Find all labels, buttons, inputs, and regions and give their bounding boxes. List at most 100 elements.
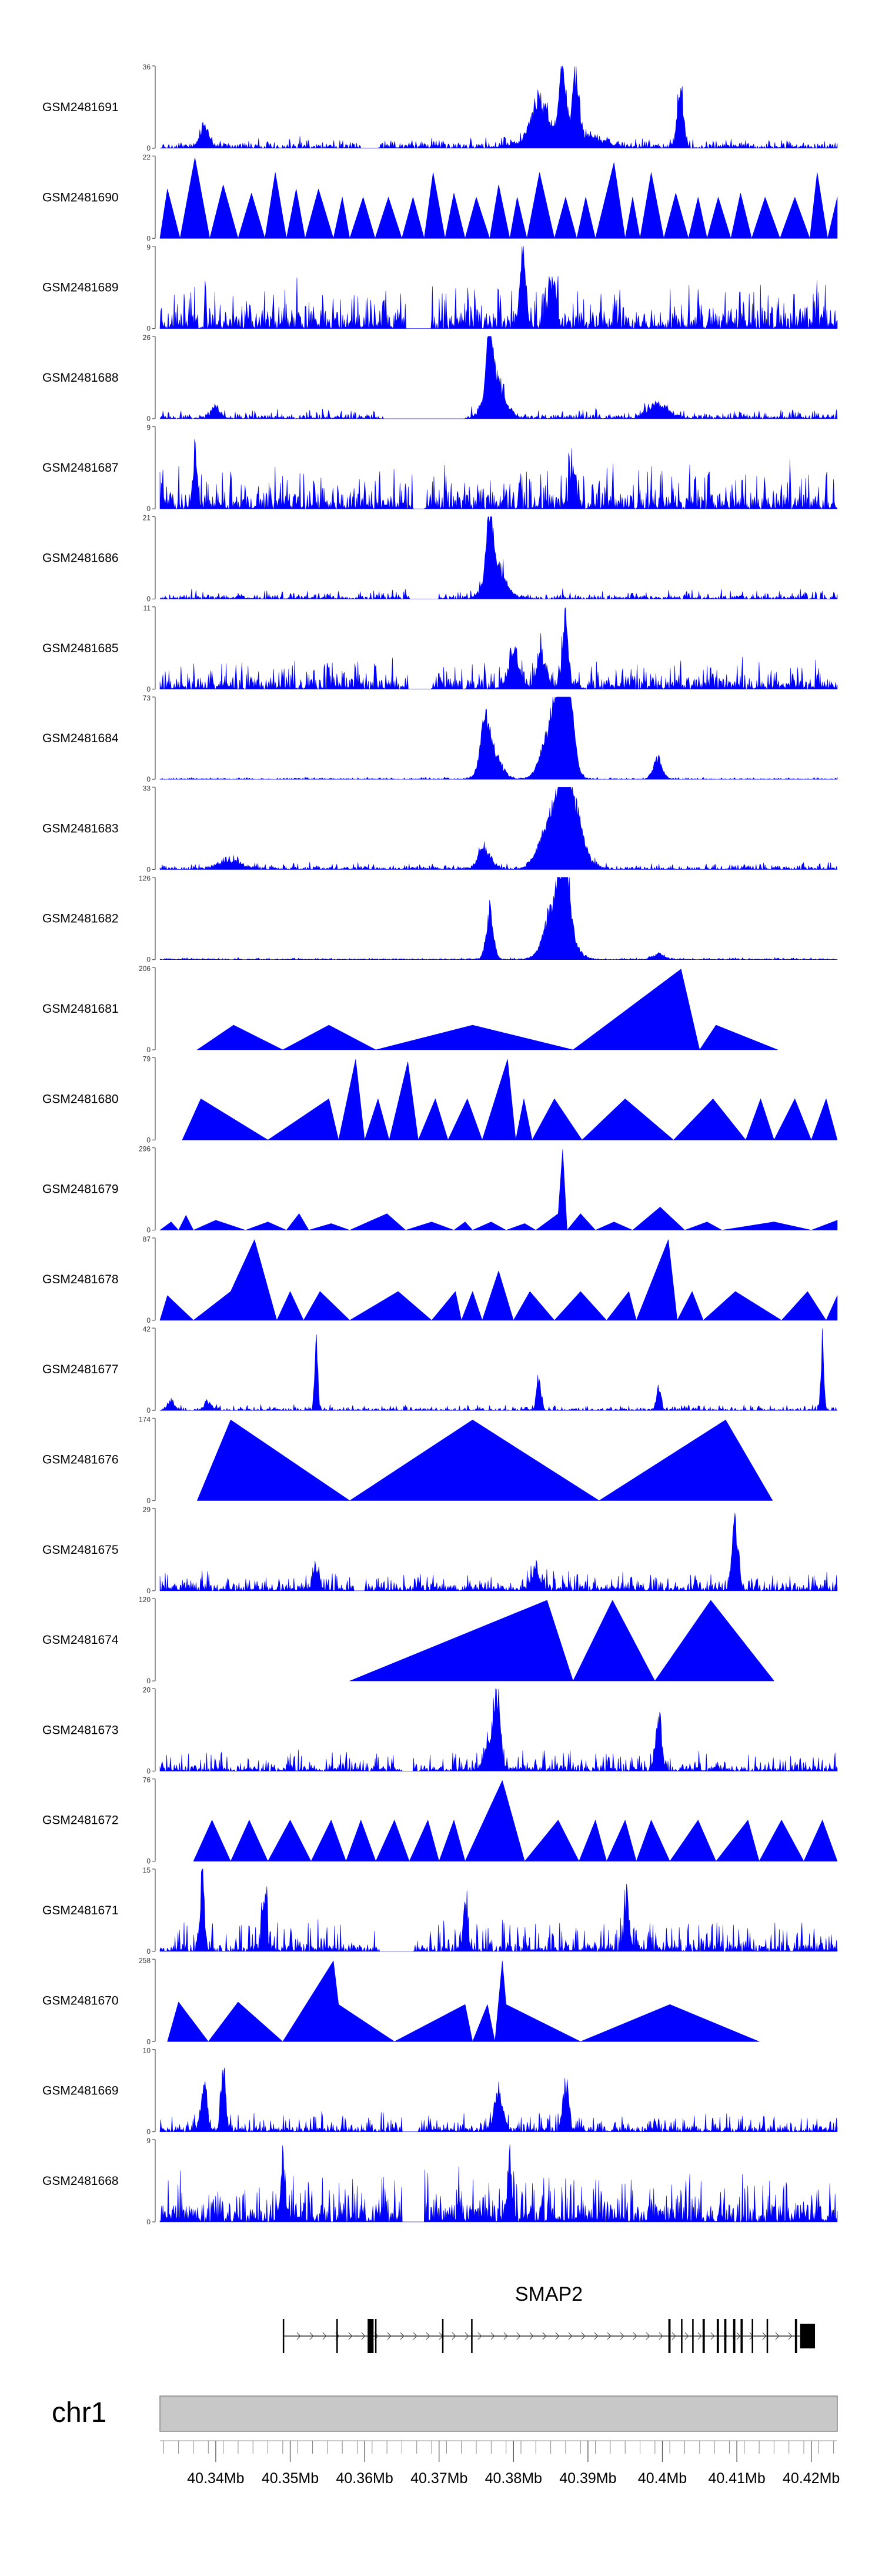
strand-chevron (490, 2332, 495, 2340)
track-GSM2481673: GSM2481673 20 0 (42, 1686, 838, 1775)
track-name-label: GSM2481678 (42, 1273, 119, 1286)
track-name-label: GSM2481675 (42, 1543, 119, 1557)
strand-chevron (348, 2332, 353, 2340)
track-GSM2481671: GSM2481671 15 0 (42, 1866, 838, 1956)
track-signal-area (159, 65, 838, 149)
track-ymin-label: 0 (146, 1226, 151, 1234)
track-signal-area (159, 1868, 838, 1952)
track-GSM2481672: GSM2481672 76 0 (42, 1776, 838, 1866)
gene-name-label: SMAP2 (515, 2283, 583, 2305)
strand-chevron (659, 2332, 663, 2340)
track-ymin-label: 0 (146, 1316, 151, 1324)
gene-exon (442, 2319, 444, 2353)
track-signal-area (159, 877, 838, 960)
track-GSM2481676: GSM2481676 174 0 (42, 1416, 773, 1505)
track-GSM2481682: GSM2481682 126 0 (42, 875, 838, 964)
strand-chevron (555, 2332, 560, 2340)
track-ymin-label: 0 (146, 1947, 151, 1956)
track-GSM2481681: GSM2481681 206 0 (42, 965, 778, 1054)
signal-tracks: GSM2481691360GSM2481690220GSM248168990GS… (42, 63, 838, 2226)
track-ymin-label: 0 (146, 685, 151, 693)
track-ymin-label: 0 (146, 1136, 151, 1144)
track-signal-area (159, 696, 838, 780)
gene-exon (336, 2319, 338, 2353)
track-ymax-label: 296 (139, 1145, 151, 1153)
track-signal-area (159, 607, 838, 690)
track-name-label: GSM2481671 (42, 1904, 119, 1917)
track-ymin-label: 0 (146, 415, 151, 423)
strand-chevron (426, 2332, 430, 2340)
gene-exon (375, 2319, 377, 2353)
track-ymin-label: 0 (146, 2128, 151, 2136)
track-GSM2481684: GSM2481684 73 0 (42, 694, 838, 783)
track-signal-area (167, 1960, 760, 2042)
track-ymax-label: 15 (143, 1866, 151, 1874)
track-ymax-label: 79 (143, 1055, 151, 1063)
track-name-label: GSM2481679 (42, 1183, 119, 1196)
track-signal-area (159, 439, 838, 509)
strand-chevron (322, 2332, 327, 2340)
gene-exons (282, 2319, 816, 2353)
track-name-label: GSM2481689 (42, 281, 119, 295)
track-ymax-label: 33 (143, 784, 151, 792)
track-ymax-label: 21 (143, 514, 151, 522)
strand-chevron (736, 2332, 741, 2340)
track-ymax-label: 22 (143, 153, 151, 161)
track-ymax-label: 26 (143, 333, 151, 342)
track-ymax-label: 29 (143, 1506, 151, 1514)
track-name-label: GSM2481686 (42, 552, 119, 565)
gene-exon (716, 2319, 719, 2353)
track-ymax-label: 120 (139, 1596, 151, 1604)
track-ymax-label: 258 (139, 1956, 151, 1964)
track-GSM2481680: GSM2481680 79 0 (42, 1055, 838, 1144)
track-ymin-label: 0 (146, 234, 151, 242)
track-ymax-label: 10 (143, 2047, 151, 2055)
track-GSM2481689: GSM2481689 9 0 (42, 243, 838, 333)
track-name-label: GSM2481683 (42, 822, 119, 835)
track-signal-area (159, 336, 838, 419)
track-name-label: GSM2481685 (42, 642, 119, 655)
track-GSM2481678: GSM2481678 87 0 (42, 1235, 838, 1324)
genome-axis-tick-label: 40.41Mb (708, 2470, 765, 2487)
track-ymin-label: 0 (146, 1497, 151, 1505)
track-ymin-label: 0 (146, 505, 151, 513)
track-signal-area (159, 1328, 838, 1411)
chromosome-ideogram-track: chr1 (52, 2395, 838, 2432)
track-signal-area (159, 157, 838, 239)
strand-chevron (697, 2332, 702, 2340)
genome-axis-tick-label: 40.34Mb (187, 2470, 244, 2487)
strand-chevron (788, 2332, 793, 2340)
strand-chevron (452, 2332, 456, 2340)
strand-chevron (465, 2332, 469, 2340)
track-GSM2481690: GSM2481690 22 0 (42, 153, 838, 242)
genome-axis-tick-label: 40.42Mb (783, 2470, 840, 2487)
track-signal-area (159, 246, 838, 329)
track-name-label: GSM2481673 (42, 1723, 119, 1737)
track-ymax-label: 9 (146, 2137, 151, 2145)
strand-chevron (400, 2332, 405, 2340)
track-GSM2481683: GSM2481683 33 0 (42, 784, 838, 873)
track-signal-area (197, 969, 778, 1050)
track-GSM2481670: GSM2481670 258 0 (42, 1956, 760, 2046)
track-name-label: GSM2481691 (42, 101, 119, 114)
track-signal-area (159, 1239, 838, 1321)
track-signal-area (159, 2144, 838, 2223)
track-ymax-label: 206 (139, 965, 151, 973)
strand-chevron (633, 2332, 637, 2340)
track-name-label: GSM2481680 (42, 1092, 119, 1106)
track-ymin-label: 0 (146, 1857, 151, 1866)
track-ymax-label: 87 (143, 1235, 151, 1243)
gene-exon (681, 2319, 683, 2353)
strand-chevron (413, 2332, 417, 2340)
strand-chevron (607, 2332, 612, 2340)
track-ymax-label: 76 (143, 1776, 151, 1784)
genome-axis-tick-label: 40.38Mb (485, 2470, 542, 2487)
track-GSM2481688: GSM2481688 26 0 (42, 333, 838, 423)
track-signal-area (182, 1059, 838, 1140)
track-ymin-label: 0 (146, 325, 151, 333)
track-ymax-label: 73 (143, 694, 151, 702)
track-GSM2481691: GSM2481691 36 0 (42, 63, 838, 152)
track-name-label: GSM2481669 (42, 2084, 119, 2098)
gene-exon (794, 2319, 797, 2353)
track-signal-area (159, 1149, 838, 1230)
